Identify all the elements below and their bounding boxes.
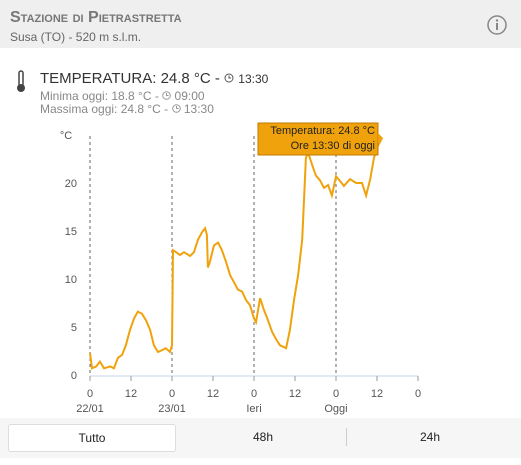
tooltip-pointer — [378, 133, 383, 143]
y-unit: °C — [60, 130, 72, 142]
x-tick-label: 12 — [371, 388, 383, 400]
day-label: Ieri — [246, 403, 261, 415]
x-tick-label: 12 — [207, 388, 219, 400]
x-tick-label: 0 — [251, 388, 257, 400]
thermometer-icon — [17, 70, 25, 92]
tooltip: Temperatura: 24.8 °C Ore 13:30 di oggi — [257, 122, 383, 156]
min-time: 09:00 — [174, 89, 205, 103]
chart: °C 0 5 10 15 20 22/01 23/01 Ieri Oggi 0 12 0 12 0 12 0 1… — [60, 122, 421, 415]
y-tick-label: 15 — [65, 226, 77, 238]
range-tabs: Tutto 48h 24h — [0, 418, 521, 458]
max-time: 13:30 — [183, 102, 214, 116]
tooltip-line: Temperatura: 24.8 °C — [270, 125, 375, 137]
max-reading: Massima oggi: 24.8 °C - 13:30 — [40, 102, 214, 116]
tab-48h[interactable]: 48h — [252, 430, 274, 444]
y-tick-label: 20 — [65, 178, 77, 190]
day-label: Oggi — [324, 403, 347, 415]
x-tick-label: 12 — [125, 388, 137, 400]
current-reading: TEMPERATURA: 24.8 °C - 13:30 — [40, 70, 268, 87]
x-tick-label: 0 — [333, 388, 339, 400]
tab-divider — [346, 428, 347, 446]
day-label: 23/01 — [158, 403, 186, 415]
tooltip-line: Ore 13:30 di oggi — [291, 140, 375, 152]
x-tick-label: 0 — [87, 388, 93, 400]
station-title: Stazione di Pietrastretta — [10, 9, 182, 26]
temperature-line — [89, 137, 383, 370]
x-tick-label: 0 — [415, 388, 421, 400]
clock-icon — [224, 73, 234, 83]
y-tick-label: 5 — [71, 322, 77, 334]
clock-icon — [171, 104, 181, 113]
tab-24h[interactable]: 24h — [419, 430, 441, 444]
tab-all[interactable]: Tutto — [8, 424, 176, 452]
x-tick-label: 12 — [289, 388, 301, 400]
header: Stazione di Pietrastretta Susa (TO) - 52… — [0, 0, 521, 48]
max-label: Massima oggi: 24.8 °C - — [40, 102, 169, 116]
y-tick-label: 10 — [65, 274, 77, 286]
station-subtitle: Susa (TO) - 520 m s.l.m. — [10, 30, 142, 44]
day-label: 22/01 — [76, 403, 104, 415]
info-icon[interactable] — [486, 14, 508, 36]
x-tick-label: 0 — [169, 388, 175, 400]
clock-icon — [162, 91, 172, 100]
min-label: Minima oggi: 18.8 °C - — [40, 89, 159, 103]
min-reading: Minima oggi: 18.8 °C - 09:00 — [40, 89, 205, 103]
reading-time: 13:30 — [238, 72, 269, 86]
reading-label: TEMPERATURA: 24.8 °C - — [40, 70, 220, 87]
y-tick-label: 0 — [71, 370, 77, 382]
